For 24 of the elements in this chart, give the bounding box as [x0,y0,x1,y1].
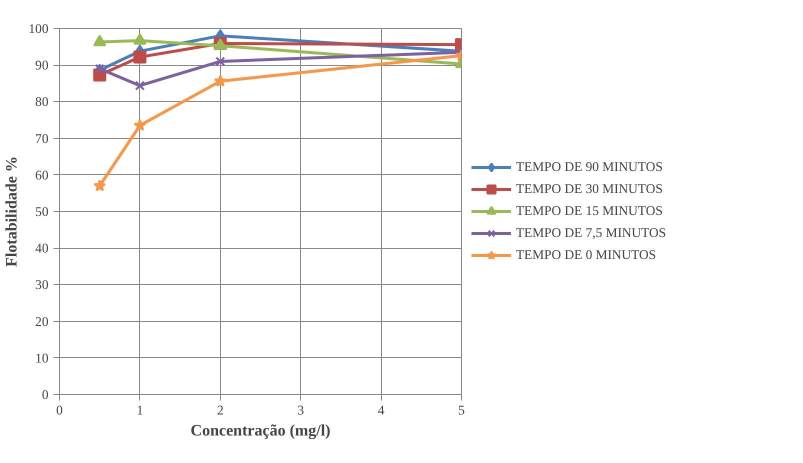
x-tick-label: 2 [216,402,224,418]
x-tick-label: 4 [378,402,385,418]
y-axis-title: Flotabilidade % [4,156,21,267]
y-tick-label: 50 [35,204,49,219]
y-tick-label: 90 [35,58,49,73]
y-tick-label: 60 [35,167,49,182]
x-tick-label: 0 [56,402,64,418]
legend-label: TEMPO DE 0 MINUTOS [516,247,656,263]
y-tick-label: 40 [35,240,49,256]
x-tick-label: 3 [297,402,304,418]
y-tick-label: 70 [35,130,49,146]
y-tick-label: 100 [28,21,49,36]
x-tick-label: 1 [136,402,144,418]
y-tick-label: 10 [35,350,49,366]
y-tick-label: 20 [35,314,49,329]
legend-label: TEMPO DE 30 MINUTOS [516,181,663,197]
legend-label: TEMPO DE 15 MINUTOS [516,203,663,219]
y-tick-label: 80 [35,94,49,110]
y-tick-label: 0 [42,387,49,402]
legend-label: TEMPO DE 90 MINUTOS [516,159,663,175]
x-tick-label: 5 [458,402,466,418]
y-tick-label: 30 [35,277,49,292]
x-axis-title: Concentração (mg/l) [190,422,330,440]
legend-label: TEMPO DE 7,5 MINUTOS [516,225,666,241]
